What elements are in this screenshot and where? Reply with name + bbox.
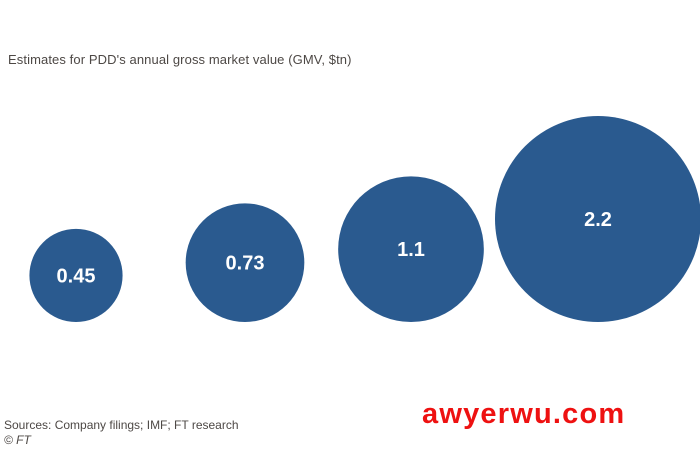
chart-subtitle: Estimates for PDD's annual gross market … bbox=[8, 52, 352, 67]
bubble-1 bbox=[29, 228, 123, 322]
bubble-4 bbox=[495, 116, 700, 322]
bubble-2 bbox=[185, 203, 305, 322]
bubble-label-3: 1.1 bbox=[397, 239, 425, 261]
copyright-credit: © FT bbox=[4, 433, 31, 447]
bubble-label-4: 2.2 bbox=[584, 209, 612, 231]
bubble-label-1: 0.45 bbox=[57, 265, 96, 287]
bubble-label-2: 0.73 bbox=[226, 253, 265, 275]
source-note: Sources: Company filings; IMF; FT resear… bbox=[4, 418, 239, 432]
watermark-text: awyerwu.com bbox=[422, 398, 626, 430]
bubble-3 bbox=[338, 176, 484, 322]
